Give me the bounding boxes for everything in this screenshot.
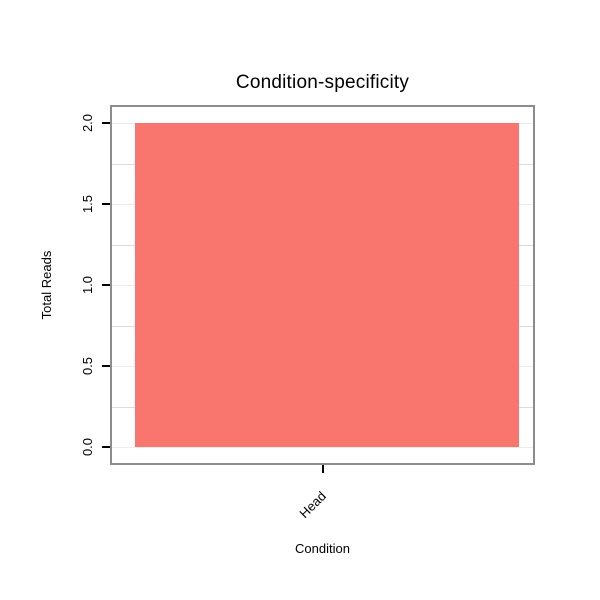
- y-tick-mark: [102, 365, 110, 367]
- y-tick-mark: [102, 122, 110, 124]
- y-tick-label: 1.5: [80, 194, 95, 214]
- y-axis-title: Total Reads: [39, 250, 54, 320]
- y-tick-label: 0.5: [80, 356, 95, 376]
- plot-panel: [110, 105, 535, 465]
- y-tick-mark: [102, 284, 110, 286]
- x-tick-label-head: Head: [296, 488, 329, 521]
- y-tick-label: 1.0: [80, 275, 95, 295]
- x-axis-title: Condition: [295, 541, 350, 556]
- y-tick-mark: [102, 446, 110, 448]
- y-tick-label: 0.0: [80, 437, 95, 457]
- bar-head: [135, 123, 519, 447]
- gridline-major: [112, 447, 533, 448]
- y-tick-label: 2.0: [80, 113, 95, 133]
- y-tick-mark: [102, 203, 110, 205]
- x-tick-mark: [322, 465, 324, 473]
- chart-title: Condition-specificity: [235, 72, 410, 93]
